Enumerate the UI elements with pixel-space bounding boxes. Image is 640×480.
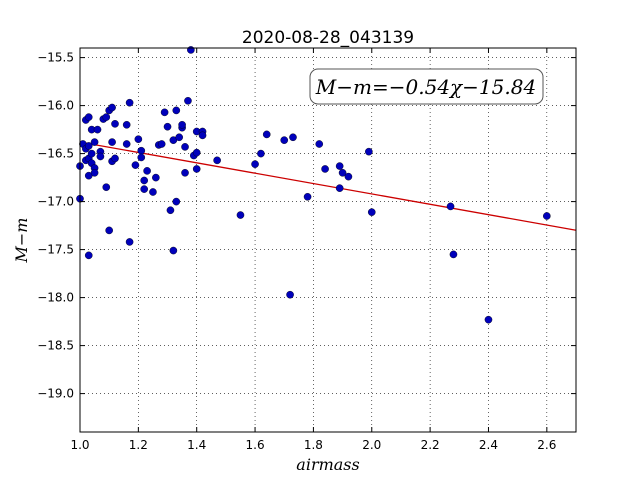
- data-point: [365, 147, 373, 156]
- data-point: [181, 168, 189, 177]
- data-point: [122, 140, 131, 148]
- grid-lines: [79, 48, 576, 432]
- y-tick-label: −15.5: [37, 51, 74, 65]
- data-point: [137, 146, 146, 155]
- x-tick-label: 1.2: [129, 438, 148, 452]
- data-point: [111, 120, 119, 128]
- axis-ticks: [79, 48, 576, 432]
- y-tick-label: −17.5: [37, 243, 74, 257]
- data-point: [175, 133, 183, 142]
- plot-frame: [79, 47, 577, 433]
- data-point: [484, 315, 493, 324]
- fit-annotation-box: M−m=−0.54χ−15.84: [309, 68, 544, 105]
- data-point: [149, 188, 157, 196]
- data-point: [160, 108, 169, 117]
- data-point: [84, 113, 93, 121]
- data-point: [125, 98, 134, 107]
- data-point: [140, 176, 148, 185]
- y-tick-label: −18.5: [37, 339, 74, 353]
- fit-equation: M−m=−0.54χ−15.84: [315, 75, 536, 99]
- data-point: [338, 168, 347, 177]
- data-point: [286, 290, 294, 299]
- data-point: [236, 211, 245, 219]
- data-point: [84, 142, 93, 150]
- x-axis-label: airmass: [296, 455, 359, 474]
- x-tick-label: 2.6: [537, 438, 556, 452]
- data-point: [289, 133, 297, 142]
- data-point: [131, 161, 140, 169]
- data-point: [108, 138, 116, 146]
- data-point: [251, 160, 259, 168]
- data-point: [143, 167, 151, 175]
- data-point: [93, 125, 102, 134]
- fit-line-layer: [79, 141, 577, 231]
- data-point: [152, 173, 160, 182]
- data-point: [87, 149, 96, 158]
- x-tick-label: 1.8: [304, 438, 323, 452]
- x-tick-label: 2.0: [362, 438, 381, 452]
- data-point: [163, 122, 172, 131]
- data-point: [181, 143, 189, 151]
- data-point: [172, 197, 181, 206]
- data-point: [192, 165, 201, 173]
- x-tick-label: 1.0: [70, 438, 89, 452]
- data-point: [198, 131, 207, 140]
- data-point: [122, 121, 131, 129]
- data-point: [172, 106, 181, 115]
- x-tick-label: 1.6: [246, 438, 265, 452]
- data-point: [137, 153, 146, 162]
- data-point: [166, 206, 175, 215]
- data-point: [187, 46, 195, 54]
- data-point: [262, 130, 271, 139]
- data-point: [102, 183, 111, 191]
- data-point: [125, 238, 134, 246]
- data-point: [140, 185, 148, 193]
- annotation-frame: [309, 68, 544, 105]
- y-tick-label: −17.0: [37, 195, 74, 209]
- data-point: [105, 226, 113, 235]
- x-tick-label: 2.4: [479, 438, 498, 452]
- data-point: [111, 154, 119, 163]
- fit-line: [79, 141, 577, 231]
- y-tick-label: −16.5: [37, 147, 74, 161]
- data-points: [76, 46, 551, 324]
- data-point: [192, 148, 201, 157]
- y-tick-label: −18.0: [37, 291, 74, 305]
- x-tick-label: 2.2: [421, 438, 440, 452]
- data-point: [344, 172, 353, 181]
- data-point: [335, 184, 344, 192]
- data-point: [169, 246, 178, 255]
- data-point: [96, 152, 105, 161]
- data-point: [102, 113, 111, 121]
- data-point: [108, 103, 116, 112]
- data-point: [90, 168, 99, 177]
- data-point: [315, 140, 324, 148]
- data-point: [543, 212, 551, 220]
- data-point: [335, 162, 344, 170]
- data-point: [178, 121, 186, 129]
- y-tick-label: −16.0: [37, 99, 74, 113]
- data-point: [280, 136, 289, 144]
- data-point: [257, 149, 265, 158]
- y-axis-label: M−m: [12, 218, 31, 264]
- y-tick-labels: −15.5 −16.0 −16.5 −17.0 −17.5 −18.0 −18.5 −19.0: [37, 51, 74, 401]
- data-point: [213, 156, 221, 165]
- data-point: [84, 251, 93, 260]
- data-point: [449, 250, 458, 259]
- data-point: [303, 192, 312, 201]
- data-point: [184, 97, 192, 105]
- data-point: [90, 138, 99, 146]
- data-point: [321, 165, 329, 173]
- data-point: [446, 202, 455, 211]
- y-tick-label: −19.0: [37, 387, 74, 401]
- data-point: [134, 135, 143, 143]
- chart-title: 2020-08-28_043139: [242, 28, 414, 48]
- data-point: [157, 140, 166, 148]
- x-tick-labels: 1.0 1.2 1.4 1.6 1.8 2.0 2.2 2.4 2.6: [70, 438, 556, 452]
- x-tick-label: 1.4: [187, 438, 206, 452]
- data-point: [367, 208, 376, 216]
